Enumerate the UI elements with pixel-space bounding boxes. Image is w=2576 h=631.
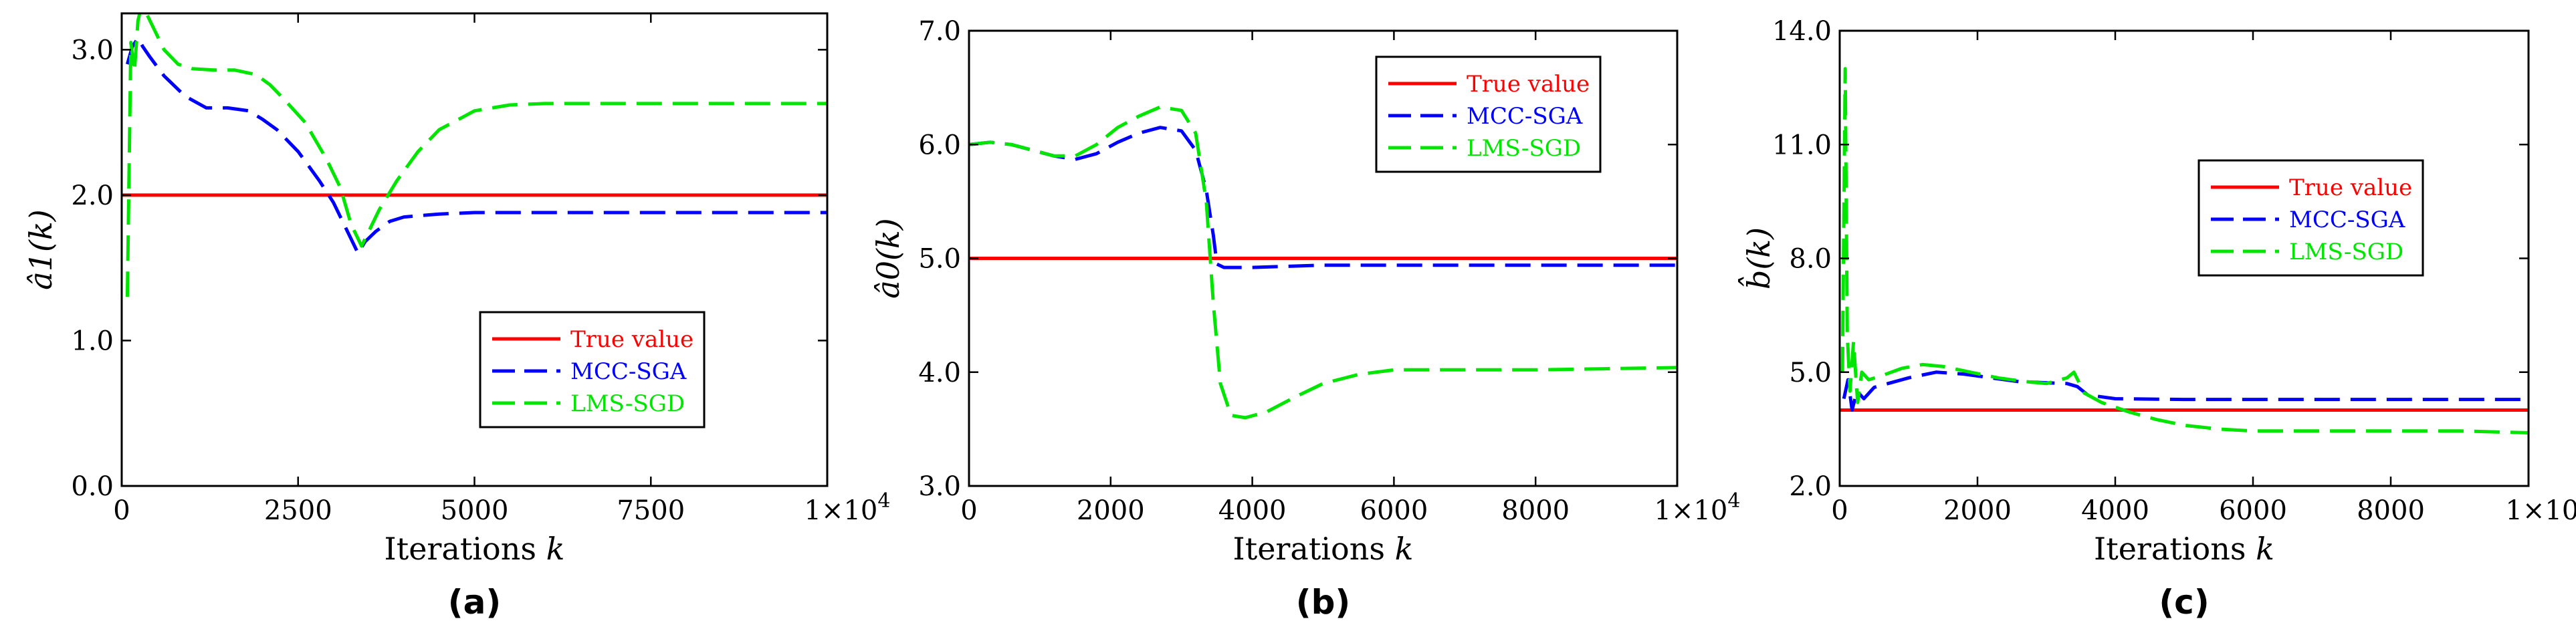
panel-label: (a) bbox=[448, 583, 501, 622]
series-line-2 bbox=[125, 36, 827, 255]
y-tick-label: 2.0 bbox=[1789, 471, 1832, 502]
legend-label-3: LMS-SGD bbox=[1467, 135, 1581, 162]
legend: True value MCC-SGA LMS-SGD bbox=[479, 311, 706, 428]
legend-box bbox=[479, 311, 706, 428]
panel-label: (c) bbox=[2159, 583, 2209, 622]
legend: True value MCC-SGA LMS-SGD bbox=[1375, 55, 1602, 173]
x-tick-label: 2000 bbox=[1943, 495, 2012, 526]
x-tick-label: 1×104 bbox=[804, 489, 891, 526]
y-tick-label: 6.0 bbox=[918, 130, 961, 160]
x-tick-label: 6000 bbox=[2219, 495, 2287, 526]
legend: True value MCC-SGA LMS-SGD bbox=[2197, 159, 2424, 277]
x-tick-label: 1×104 bbox=[1654, 489, 1741, 526]
legend-label-1: True value bbox=[2289, 174, 2412, 201]
x-tick-label: 6000 bbox=[1360, 495, 1428, 526]
y-tick-label: 3.0 bbox=[918, 471, 961, 502]
legend-label-3: LMS-SGD bbox=[2289, 239, 2403, 265]
x-axis-label: Iterations k bbox=[385, 531, 565, 567]
x-tick-label: 2500 bbox=[264, 495, 332, 526]
legend-label-2: MCC-SGA bbox=[1467, 103, 1583, 130]
plot-frame bbox=[1838, 29, 2530, 487]
legend-box bbox=[1375, 55, 1602, 173]
y-axis-label: b̂(k) bbox=[1737, 227, 1777, 289]
legend-label-1: True value bbox=[1467, 71, 1590, 98]
panel-label: (b) bbox=[1296, 583, 1351, 622]
y-tick-label: 3.0 bbox=[71, 35, 114, 66]
x-tick-label: 2000 bbox=[1077, 495, 1145, 526]
series-line-3 bbox=[1840, 67, 2529, 434]
legend-label-2: MCC-SGA bbox=[2289, 207, 2405, 233]
x-tick-label: 1×104 bbox=[2506, 489, 2576, 526]
x-tick-label: 0 bbox=[960, 495, 977, 526]
x-tick-label: 8000 bbox=[1501, 495, 1570, 526]
x-axis-label: Iterations k bbox=[1233, 531, 1414, 567]
x-tick-label: 0 bbox=[1831, 495, 1848, 526]
y-tick-label: 7.0 bbox=[918, 16, 961, 47]
x-axis-label: Iterations k bbox=[2094, 531, 2274, 567]
plot-frame bbox=[120, 12, 829, 487]
x-tick-label: 7500 bbox=[617, 495, 685, 526]
y-tick-label: 2.0 bbox=[71, 180, 114, 211]
x-tick-label: 8000 bbox=[2357, 495, 2425, 526]
series-line-3 bbox=[969, 105, 1677, 420]
chart-panel-a: 0 2500 5000 7500 1×104 0.0 1.0 2.0 3.0 Iterations… bbox=[23, 12, 891, 622]
x-tick-label: 4000 bbox=[1218, 495, 1287, 526]
legend-label-2: MCC-SGA bbox=[570, 358, 687, 385]
y-axis-label: â0(k) bbox=[870, 218, 906, 298]
legend-box bbox=[2197, 159, 2424, 277]
x-tick-label: 0 bbox=[113, 495, 130, 526]
chart-panel-c: 0 2000 4000 6000 8000 1×104 2.0 5.0 8.0 11.0 14.0 I… bbox=[1737, 16, 2576, 622]
y-tick-label: 0.0 bbox=[71, 471, 114, 502]
y-tick-label: 5.0 bbox=[1789, 358, 1832, 388]
series-line-3 bbox=[125, 13, 827, 297]
legend-label-1: True value bbox=[570, 326, 693, 353]
y-tick-label: 14.0 bbox=[1772, 16, 1832, 47]
y-axis-label: â1(k) bbox=[23, 209, 59, 289]
y-tick-label: 4.0 bbox=[918, 358, 961, 388]
x-tick-label: 4000 bbox=[2081, 495, 2149, 526]
chart-panel-b: 0 2000 4000 6000 8000 1×104 3.0 4.0 5.0 6.0 7.0 Ite… bbox=[870, 16, 1740, 622]
y-tick-label: 11.0 bbox=[1772, 130, 1832, 160]
y-tick-label: 5.0 bbox=[918, 244, 961, 275]
legend-label-3: LMS-SGD bbox=[570, 390, 685, 417]
series-line-2 bbox=[1842, 370, 2529, 412]
x-tick-label: 5000 bbox=[441, 495, 509, 526]
y-tick-label: 8.0 bbox=[1789, 244, 1832, 275]
y-tick-label: 1.0 bbox=[71, 326, 114, 356]
